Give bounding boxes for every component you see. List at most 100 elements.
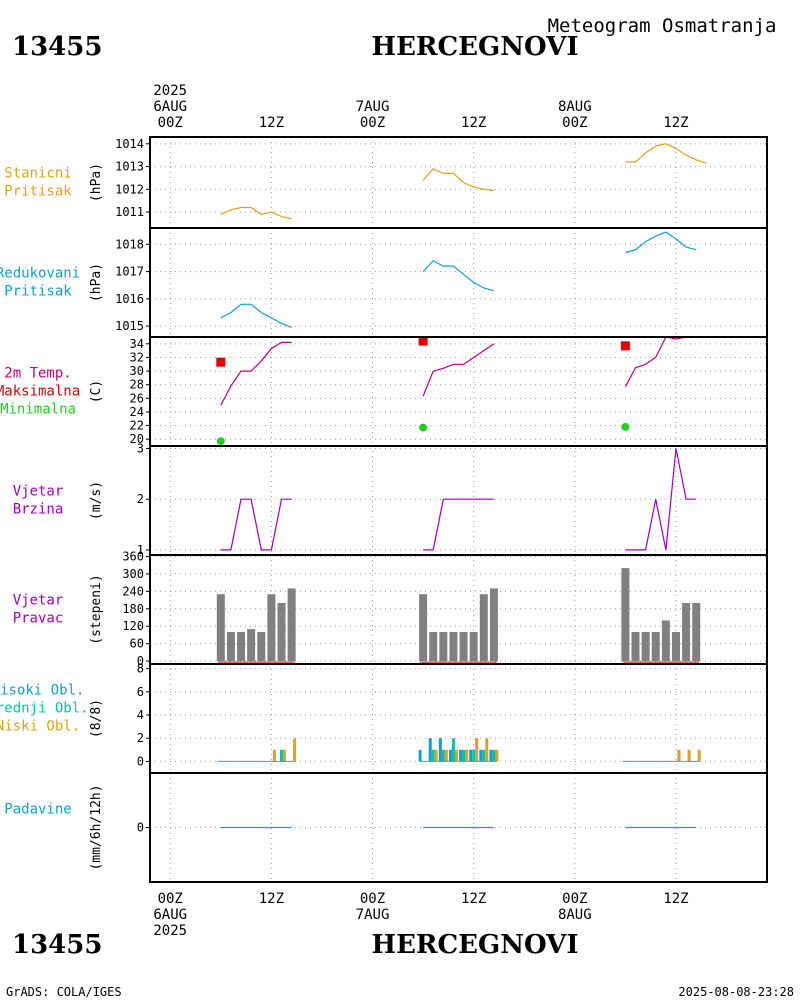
series-line bbox=[625, 231, 697, 254]
wind-direction-bar bbox=[641, 632, 650, 662]
wind-direction-bar bbox=[692, 602, 701, 662]
cloud-bar bbox=[441, 749, 445, 762]
cloud-bar bbox=[462, 749, 466, 762]
unit-label: (stepeni) bbox=[89, 574, 104, 644]
series-line bbox=[625, 448, 697, 551]
panel-label: Brzina bbox=[13, 502, 64, 518]
series-line bbox=[220, 206, 292, 220]
wind-direction-bar bbox=[671, 632, 680, 662]
y-tick-label: 1012 bbox=[115, 182, 144, 196]
cloud-bar bbox=[469, 749, 473, 762]
credit-text: GrADS: COLA/IGES bbox=[6, 985, 122, 999]
wind-direction-bar bbox=[277, 602, 286, 662]
y-tick-label: 6 bbox=[137, 685, 144, 699]
cloud-bar bbox=[465, 749, 469, 762]
wind-direction-bar bbox=[226, 632, 235, 662]
panel-frame bbox=[149, 772, 768, 883]
panel-vjetar_pravac: 0 60 120 180 240 300 360 (stepeni) Vjetar Pravac bbox=[13, 549, 768, 668]
unit-label: (C) bbox=[89, 380, 104, 403]
panel-label: Redukovani bbox=[0, 266, 80, 282]
cloud-bar bbox=[428, 738, 432, 762]
y-tick-label: 60 bbox=[130, 637, 144, 651]
wind-direction-bar bbox=[216, 594, 225, 662]
series-line bbox=[422, 168, 494, 192]
station-id: 13455 bbox=[12, 32, 102, 62]
bottom-time-label: 12Z bbox=[259, 891, 284, 907]
timestamp-text: 2025-08-08-23:28 bbox=[678, 985, 794, 999]
cloud-bar bbox=[444, 749, 448, 762]
y-tick-label: 1015 bbox=[115, 319, 144, 333]
bottom-time-label: 8AUG bbox=[558, 907, 592, 923]
meteogram-subtitle: Meteogram Osmatranja bbox=[548, 15, 777, 37]
panel-frame bbox=[149, 336, 768, 447]
unit-label: (mm/6h/12h) bbox=[89, 784, 104, 870]
wind-direction-bar bbox=[621, 568, 630, 662]
bottom-time-label: 12Z bbox=[461, 891, 486, 907]
y-tick-label: 0 bbox=[137, 654, 144, 668]
y-tick-label: 4 bbox=[137, 708, 144, 722]
y-tick-label: 30 bbox=[130, 364, 144, 378]
panel-label: Niski Obl. bbox=[0, 719, 80, 735]
y-tick-label: 180 bbox=[122, 602, 144, 616]
y-tick-label: 8 bbox=[137, 662, 144, 676]
panel-label: Srednji Obl. bbox=[0, 701, 89, 717]
wind-direction-bar bbox=[479, 594, 488, 662]
footer-station-name: HERCEGNOVI bbox=[372, 930, 579, 960]
panel-label: Pritisak bbox=[4, 284, 72, 300]
cloud-bar bbox=[489, 749, 493, 762]
wind-direction-bar bbox=[419, 594, 428, 662]
unit-label: (8/8) bbox=[89, 699, 104, 738]
cloud-bar bbox=[438, 738, 442, 762]
panel-padavine: 0 (mm/6h/12h) Padavine bbox=[4, 772, 768, 883]
top-time-label: 6AUG bbox=[153, 99, 187, 115]
top-time-label: 12Z bbox=[259, 115, 284, 131]
wind-direction-bar bbox=[631, 632, 640, 662]
cloud-bar bbox=[451, 738, 455, 762]
top-time-label: 8AUG bbox=[558, 99, 592, 115]
y-tick-label: 300 bbox=[122, 567, 144, 581]
wind-direction-bar bbox=[459, 632, 468, 662]
y-tick-label: 1017 bbox=[115, 265, 144, 279]
panel-label: Minimalna bbox=[0, 402, 76, 418]
cloud-bar bbox=[472, 749, 476, 762]
series-line bbox=[422, 343, 495, 397]
cloud-bar bbox=[475, 738, 479, 762]
y-tick-label: 1 bbox=[137, 543, 144, 557]
cloud-bar bbox=[272, 749, 276, 762]
unit-label: (hPa) bbox=[89, 263, 104, 302]
y-tick-label: 1014 bbox=[115, 137, 144, 151]
bottom-time-label: 6AUG bbox=[153, 907, 187, 923]
top-time-label: 7AUG bbox=[356, 99, 390, 115]
panel-label: Stanicni bbox=[4, 166, 71, 182]
footer-station-id: 13455 bbox=[12, 930, 102, 960]
y-tick-label: 120 bbox=[122, 619, 144, 633]
station-name: HERCEGNOVI bbox=[372, 32, 579, 62]
wind-direction-bar bbox=[661, 620, 670, 662]
panel-label: Pravac bbox=[13, 611, 64, 627]
wind-direction-bar bbox=[439, 632, 448, 662]
wind-direction-bar bbox=[469, 632, 478, 662]
panel-oblacnost: 0 2 4 6 8 (8/8) Visoki Obl. Srednji Obl. Niski O… bbox=[0, 662, 768, 774]
tmax-marker bbox=[418, 336, 428, 346]
tmax-marker bbox=[216, 357, 226, 367]
top-time-label: 12Z bbox=[461, 115, 486, 131]
panel-vjetar_brzina: 1 2 3 (m/s) Vjetar Brzina bbox=[13, 442, 768, 557]
panel-redukovani: 1015 1016 1017 1018 (hPa) Redukovani Pritisak bbox=[0, 227, 768, 338]
top-time-label: 2025 bbox=[153, 83, 187, 99]
cloud-bar bbox=[418, 749, 422, 762]
panel-label: Vjetar bbox=[13, 593, 64, 609]
cloud-bar bbox=[282, 749, 286, 762]
y-tick-label: 1018 bbox=[115, 237, 144, 251]
y-tick-label: 24 bbox=[130, 405, 144, 419]
footer: 13455 HERCEGNOVI GrADS: COLA/IGES 2025-0… bbox=[6, 930, 794, 999]
panel-label: 2m Temp. bbox=[4, 366, 71, 382]
series-line bbox=[423, 498, 494, 551]
wind-direction-bar bbox=[237, 632, 246, 662]
cloud-bar bbox=[293, 738, 297, 762]
cloud-bar bbox=[434, 749, 438, 762]
cloud-bar bbox=[687, 749, 691, 762]
panel-frame bbox=[149, 136, 768, 229]
